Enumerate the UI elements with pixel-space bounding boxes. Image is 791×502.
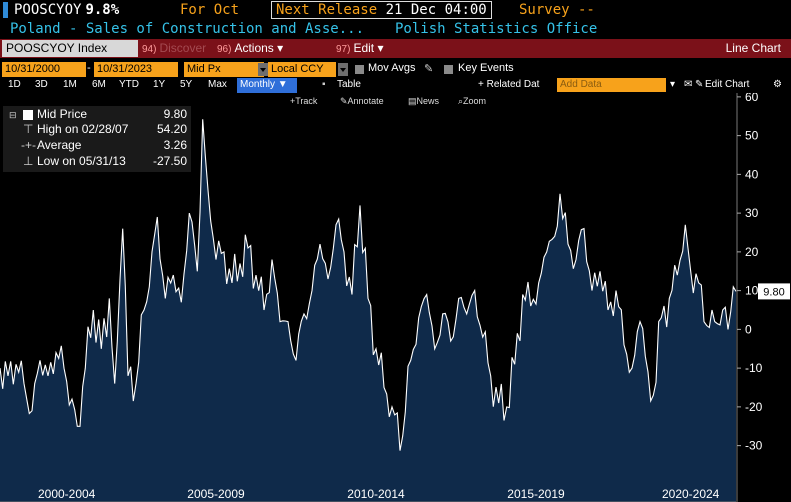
edit-chart-button[interactable]: Edit Chart — [705, 79, 750, 90]
chevron-down-icon: ▾ — [377, 41, 384, 55]
y-tick-label: 30 — [745, 206, 759, 220]
line-chart[interactable]: -30 -20 -10 0 10 20 30 40 50 60 9.80 2000-2004 2005… — [0, 93, 791, 502]
description-bar: Poland - Sales of Construction and Asse.… — [0, 21, 791, 38]
key-events-toggle[interactable]: Key Events — [458, 62, 514, 74]
x-tick-label: 2010-2014 — [347, 487, 405, 501]
last-value-tag — [758, 283, 790, 300]
checkbox-icon[interactable] — [444, 65, 453, 74]
mov-avgs-toggle[interactable]: Mov Avgs — [368, 62, 416, 74]
x-tick-label: 2020-2024 — [662, 487, 720, 501]
data-source: Polish Statistics Office — [395, 21, 598, 37]
ticker-symbol: POOSCYOY — [14, 2, 82, 18]
pencil-icon[interactable]: ✎ — [695, 79, 704, 90]
add-data-input[interactable]: Add Data — [557, 78, 666, 92]
chevron-down-icon[interactable]: ▾ — [670, 79, 676, 90]
last-value: 9.8% — [85, 2, 120, 18]
chevron-down-icon[interactable] — [338, 63, 348, 76]
gear-icon[interactable]: ⚙ — [773, 79, 782, 90]
checkbox-icon[interactable] — [355, 65, 364, 74]
survey-label: Survey -- — [519, 2, 595, 18]
y-tick-label: 20 — [745, 245, 759, 259]
chart-series — [0, 119, 737, 502]
table-toggle[interactable]: Table — [337, 79, 361, 90]
start-date-field[interactable]: 10/31/2000 — [2, 62, 86, 77]
bell-icon[interactable]: ✉ — [684, 79, 693, 90]
series-line — [0, 119, 737, 451]
y-tick-label: -10 — [745, 361, 763, 375]
legend-item-low: ⊥ Low on 05/31/13 -27.50 — [23, 154, 187, 168]
zoom-tool[interactable]: ⌕ Zoom — [458, 96, 487, 106]
range-button[interactable]: 6M — [92, 79, 106, 90]
periodicity-select[interactable]: Monthly ▼ — [237, 78, 297, 93]
function-toolbar: POOSCYOY Index 94) Discover 96) Actions ▾ … — [0, 39, 791, 58]
chevron-down-icon[interactable] — [258, 63, 268, 76]
range-button[interactable]: 1Y — [153, 79, 166, 90]
price-field-select[interactable]: Mid Px — [184, 62, 264, 77]
range-button[interactable]: Max — [208, 79, 227, 90]
header-bar: POOSCYOY 9.8% For Oct Next Release 21 Dec… — [0, 0, 791, 21]
high-marker-icon: ⊤ — [23, 122, 34, 136]
average-marker-icon: -+- — [21, 138, 36, 152]
table-toggle-icon[interactable]: ▪ — [322, 79, 326, 90]
legend-item-high: ⊤ High on 02/28/07 54.20 — [23, 122, 187, 136]
discover-button[interactable]: 94) Discover — [142, 41, 207, 55]
y-tick-label: 10 — [745, 284, 759, 298]
y-tick-label: 40 — [745, 167, 759, 181]
x-tick-label: 2005-2009 — [187, 487, 245, 501]
related-data-button[interactable]: + Related Dat — [478, 79, 540, 90]
pencil-icon[interactable]: ✎ — [424, 63, 434, 75]
last-value-tag-label: 9.80 — [763, 286, 784, 298]
currency-select[interactable]: Local CCY — [268, 62, 336, 77]
collapse-icon[interactable]: ⊟ — [9, 110, 17, 120]
y-axis: -30 -20 -10 0 10 20 30 40 50 60 9.80 — [736, 93, 790, 502]
security-description: Poland - Sales of Construction and Asse.… — [10, 21, 365, 37]
y-tick-label: 0 — [745, 322, 752, 336]
y-tick-label: 60 — [745, 93, 759, 104]
series-swatch — [23, 110, 33, 120]
series-area — [0, 119, 736, 502]
date-separator: - — [87, 62, 91, 74]
x-axis: 2000-2004 2005-2009 2010-2014 2015-2019 2020… — [0, 487, 736, 502]
index-input[interactable]: POOSCYOY Index — [2, 40, 138, 57]
x-tick-label: 2015-2019 — [507, 487, 565, 501]
range-button[interactable]: 3D — [35, 79, 48, 90]
chart-legend: ⊟ Mid Price 9.80 ⊤ High on 02/28/07 54.2… — [3, 106, 191, 172]
chart-type-label: Line Chart — [725, 41, 781, 55]
range-button[interactable]: YTD — [119, 79, 139, 90]
chevron-down-icon: ▼ — [277, 79, 288, 90]
range-button[interactable]: 1D — [8, 79, 21, 90]
annotate-tool[interactable]: ✎ Annotate — [340, 96, 384, 106]
legend-item-mid-price[interactable]: ⊟ Mid Price 9.80 — [9, 107, 187, 121]
legend-item-average: -+- Average 3.26 — [21, 138, 187, 152]
range-button[interactable]: 5Y — [180, 79, 193, 90]
next-release-date: 21 Dec 04:00 — [385, 2, 487, 18]
news-tool[interactable]: ▤ News — [408, 96, 440, 106]
y-tick-label: 50 — [745, 129, 759, 143]
y-tick-label: -30 — [745, 439, 763, 453]
for-period-label: For Oct — [180, 2, 240, 18]
range-button[interactable]: 1M — [63, 79, 77, 90]
settings-bar: 10/31/2000 - 10/31/2023 Mid Px Local CCY… — [0, 61, 791, 78]
chevron-down-icon: ▾ — [277, 41, 284, 55]
ticker-label: POOSCYOY 9.8% — [3, 2, 119, 18]
next-release-box: Next Release 21 Dec 04:00 — [271, 1, 492, 19]
y-tick-label: -20 — [745, 400, 763, 414]
next-release-label: Next Release — [276, 2, 378, 18]
range-bar: 1D 3D 1M 6M YTD 1Y 5Y Max Monthly ▼ ▪ Ta… — [0, 78, 791, 93]
edit-menu[interactable]: 97) Edit ▾ — [336, 41, 384, 55]
end-date-field[interactable]: 10/31/2023 — [94, 62, 178, 77]
low-marker-icon: ⊥ — [23, 154, 34, 168]
track-tool[interactable]: + Track — [290, 96, 318, 106]
x-tick-label: 2000-2004 — [38, 487, 96, 501]
actions-menu[interactable]: 96) Actions ▾ — [217, 41, 284, 55]
